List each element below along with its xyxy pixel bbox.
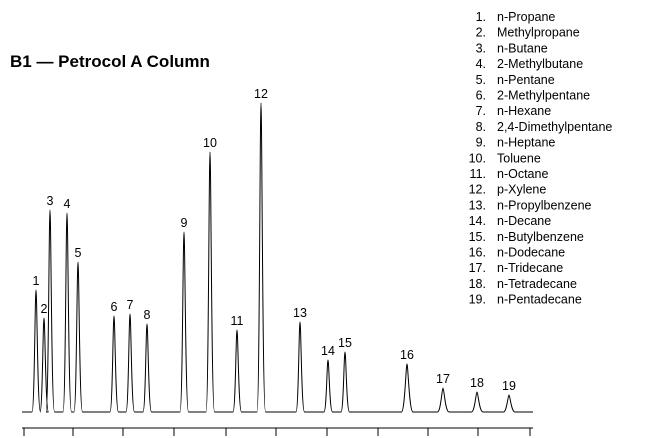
legend-number: 15. — [469, 230, 486, 244]
legend-number: 9. — [476, 136, 486, 150]
peak-label: 5 — [75, 246, 82, 260]
legend-number: 1. — [476, 10, 486, 24]
peak-label: 16 — [400, 348, 414, 362]
legend-number: 17. — [469, 261, 486, 275]
peak-label: 8 — [144, 308, 151, 322]
legend-number: 18. — [469, 277, 486, 291]
legend-number: 14. — [469, 214, 486, 228]
title: B1 — Petrocol A Column — [10, 52, 210, 71]
legend-number: 19. — [469, 293, 486, 307]
x-axis — [22, 427, 533, 436]
legend-name: n-Decane — [497, 214, 551, 228]
legend-name: p-Xylene — [497, 183, 546, 197]
legend-number: 8. — [476, 120, 486, 134]
legend-name: n-Octane — [497, 167, 548, 181]
legend-name: 2-Methylbutane — [497, 57, 583, 71]
legend-name: n-Dodecane — [497, 246, 565, 260]
peak-label: 3 — [47, 194, 54, 208]
legend-number: 4. — [476, 57, 486, 71]
peak-label: 4 — [64, 197, 71, 211]
peak-label: 12 — [254, 87, 268, 101]
peak-label: 19 — [502, 379, 516, 393]
peak-label: 17 — [436, 372, 450, 386]
legend-number: 10. — [469, 151, 486, 165]
peak-label: 2 — [41, 302, 48, 316]
peak-label: 11 — [231, 314, 244, 328]
legend-number: 11. — [470, 167, 486, 181]
legend-number: 13. — [469, 198, 486, 212]
legend-name: n-Hexane — [497, 104, 551, 118]
peak-label: 13 — [293, 306, 307, 320]
legend-name: n-Tetradecane — [497, 277, 577, 291]
legend-name: n-Propylbenzene — [497, 198, 592, 212]
legend-number: 12. — [469, 183, 486, 197]
legend-name: n-Pentane — [497, 73, 555, 87]
legend-name: 2,4-Dimethylpentane — [497, 120, 612, 134]
peak-label: 7 — [127, 298, 134, 312]
legend-name: n-Heptane — [497, 136, 555, 150]
peak-label: 9 — [181, 216, 188, 230]
peak-label: 15 — [338, 336, 352, 350]
legend-number: 16. — [469, 246, 486, 260]
peak-label: 1 — [33, 274, 40, 288]
legend-name: 2-Methylpentane — [497, 89, 590, 103]
legend-number: 6. — [476, 89, 486, 103]
peak-label: 6 — [111, 300, 118, 314]
legend-number: 2. — [476, 26, 486, 40]
legend-number: 5. — [476, 73, 486, 87]
legend-number: 7. — [476, 104, 486, 118]
peak-label: 14 — [321, 344, 335, 358]
legend-name: n-Pentadecane — [497, 293, 582, 307]
legend-name: n-Butane — [497, 41, 548, 55]
legend-name: n-Propane — [497, 10, 555, 24]
legend-name: Toluene — [497, 151, 541, 165]
legend-number: 3. — [476, 41, 486, 55]
legend-name: n-Butylbenzene — [497, 230, 584, 244]
peak-label: 10 — [203, 136, 217, 150]
legend-name: n-Tridecane — [497, 261, 563, 275]
peak-label: 18 — [470, 376, 484, 390]
legend-name: Methylpropane — [497, 26, 580, 40]
trace — [22, 102, 533, 413]
